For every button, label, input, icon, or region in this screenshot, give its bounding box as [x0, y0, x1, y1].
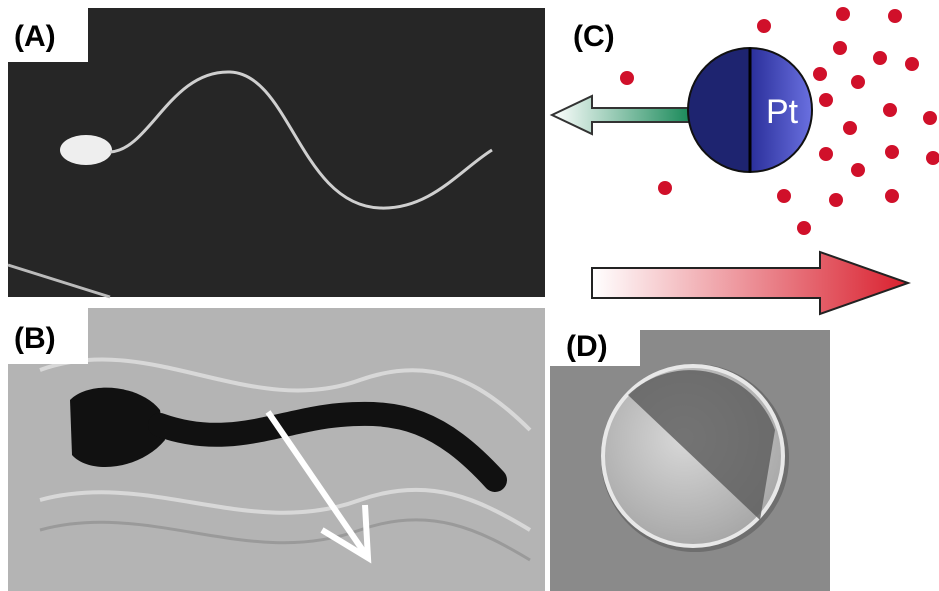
panel-label: (C): [573, 20, 615, 53]
page: (A) (B) Pt (C): [0, 0, 939, 591]
gradient-arrow: [592, 252, 908, 314]
panel-label: (A): [14, 20, 56, 53]
panel-label: (D): [566, 330, 608, 363]
panel-b: (B): [8, 308, 545, 591]
panel-label: (B): [14, 322, 56, 355]
panel-a: (A): [8, 8, 545, 297]
janus-half: [688, 48, 750, 172]
figure: (A) (B) Pt (C): [0, 0, 939, 591]
motion-arrow: [552, 96, 690, 134]
sperm-head: [60, 135, 112, 165]
panel-c: Pt (C): [552, 7, 939, 314]
pt-label: Pt: [766, 93, 799, 131]
panel-d: (D): [550, 318, 830, 591]
